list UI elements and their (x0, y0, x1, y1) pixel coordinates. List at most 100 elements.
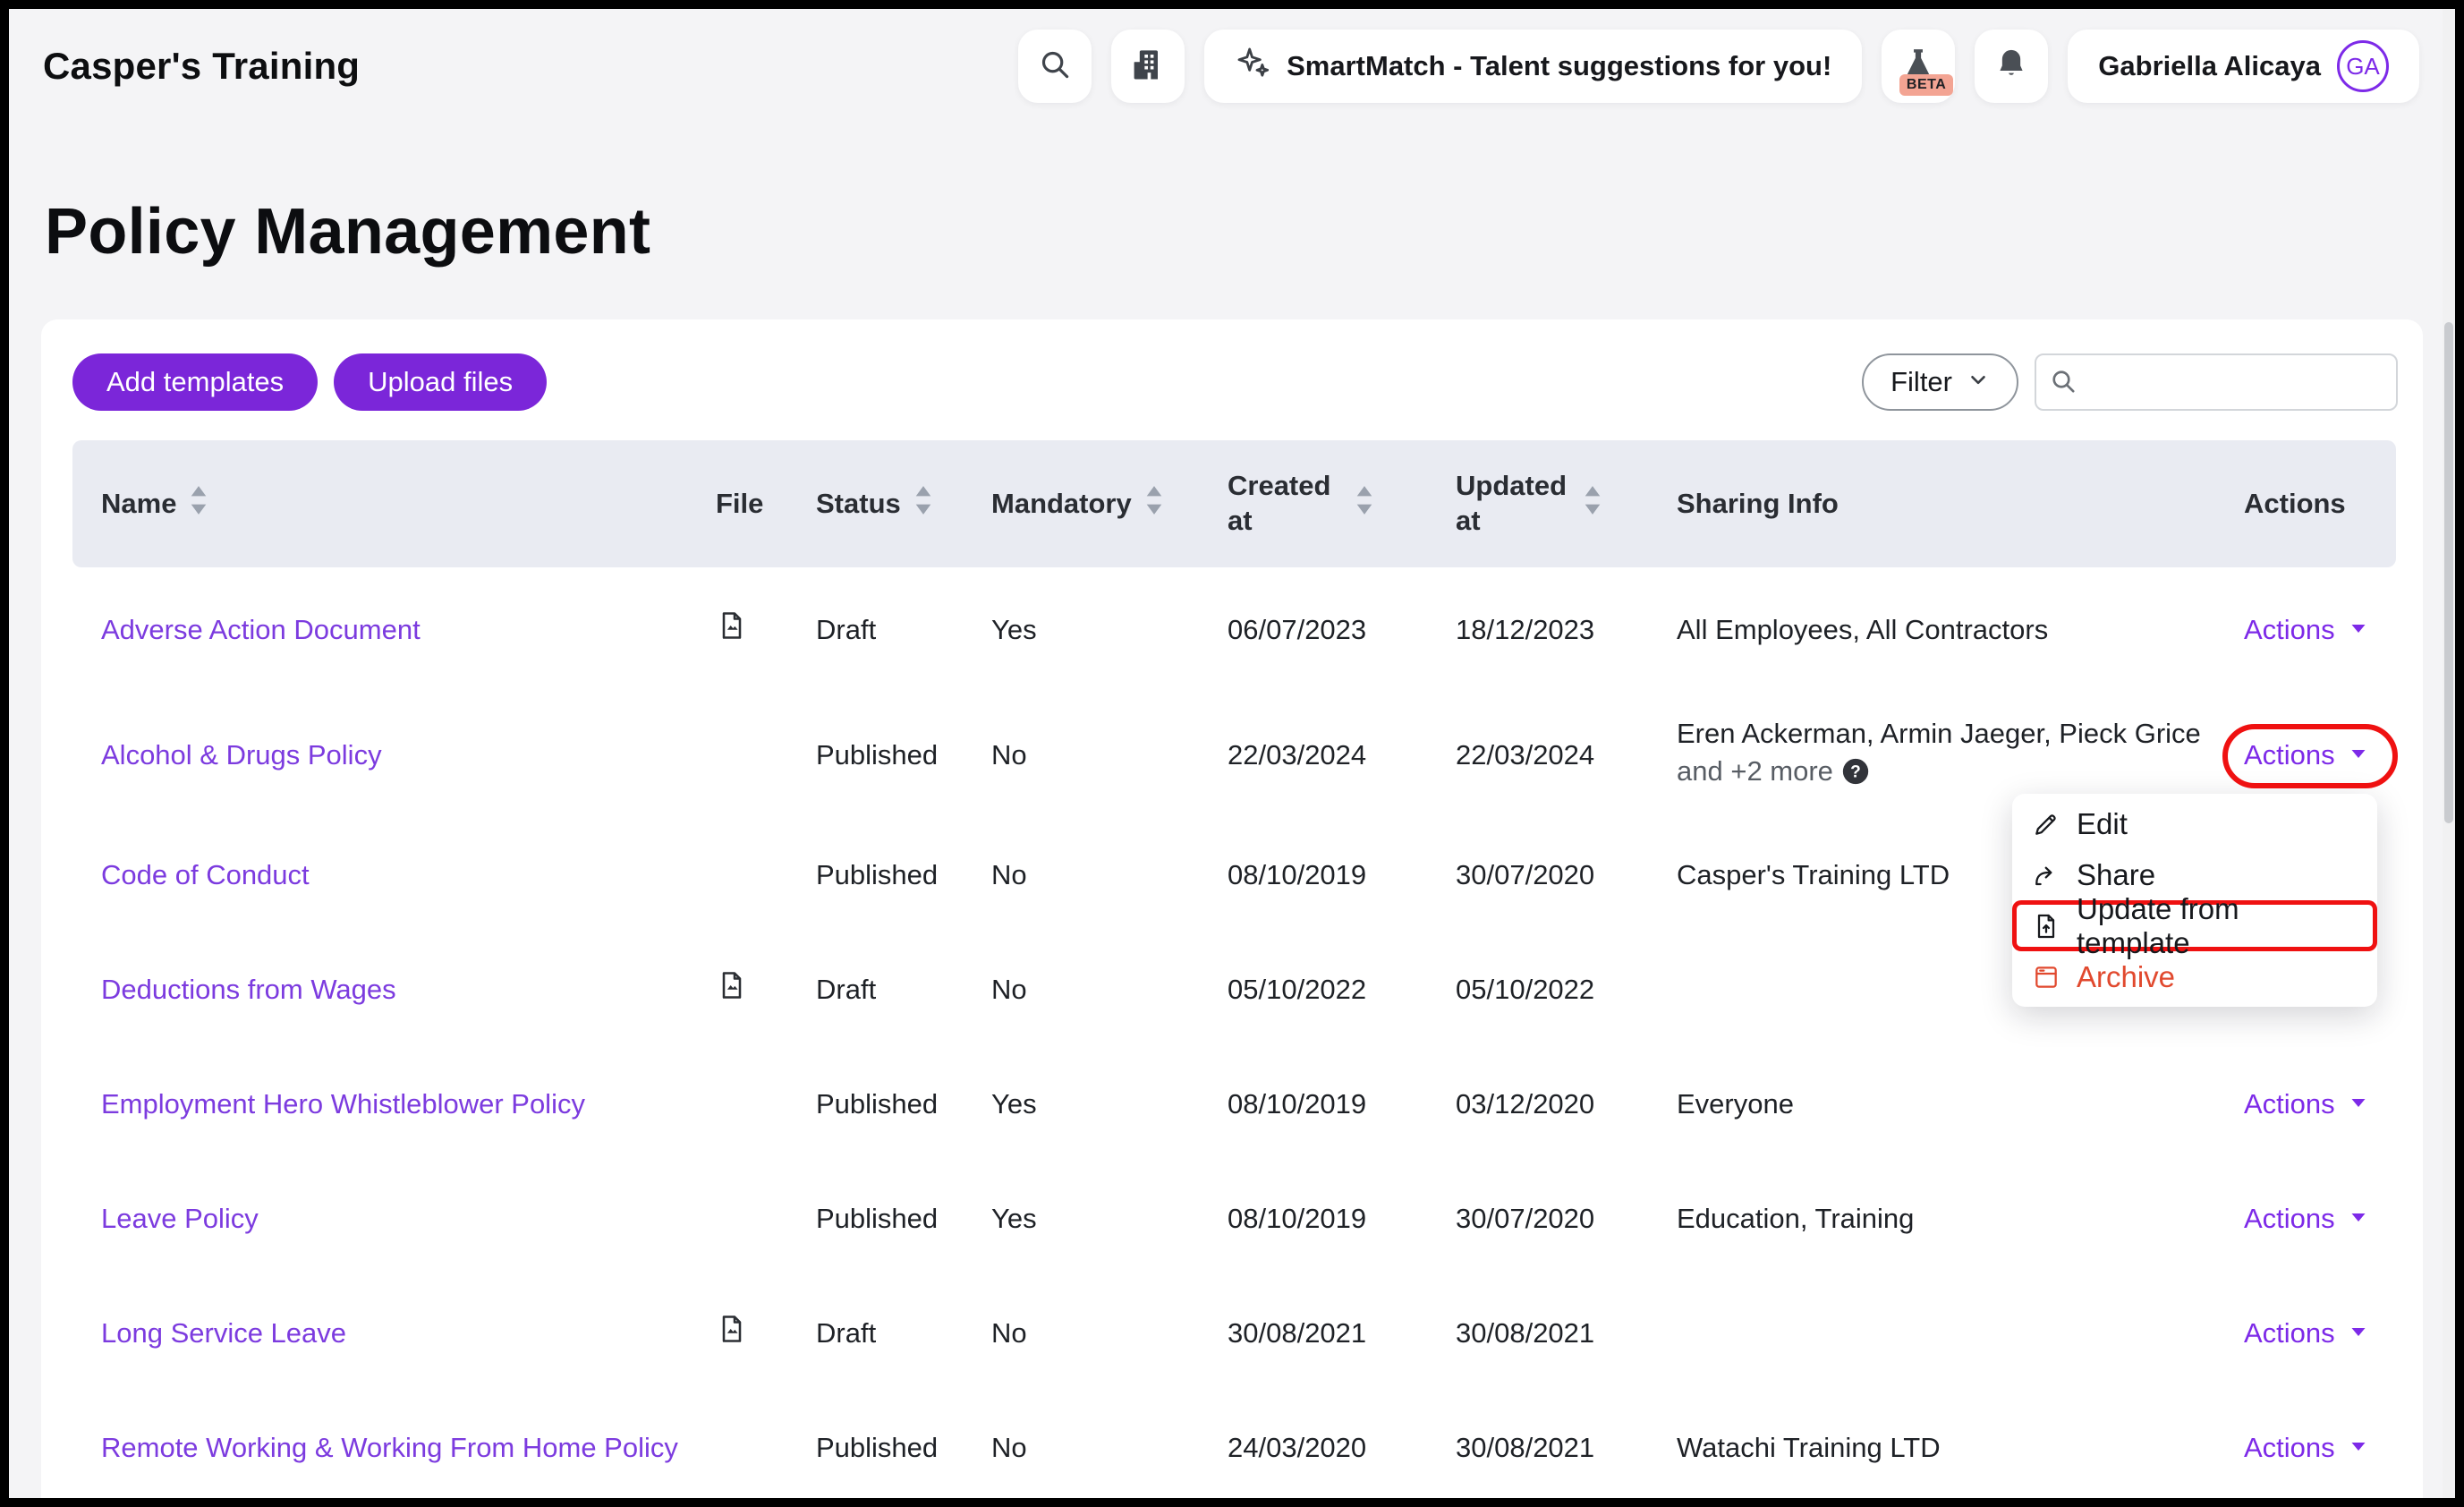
row-actions-button[interactable]: Actions (2244, 1086, 2369, 1123)
policy-name-link[interactable]: Remote Working & Working From Home Polic… (101, 1432, 678, 1464)
sort-icon[interactable] (1144, 484, 1164, 524)
created-at-cell: 30/08/2021 (1228, 1317, 1367, 1349)
policy-name-link[interactable]: Long Service Leave (101, 1317, 347, 1349)
updated-at-cell: 30/08/2021 (1456, 1432, 1595, 1464)
user-menu[interactable]: Gabriella Alicaya GA (2068, 30, 2419, 103)
column-header-updated-at[interactable]: Updated at (1456, 469, 1677, 539)
menu-item-share[interactable]: Share (2012, 849, 2377, 900)
status-cell: Draft (816, 974, 877, 1006)
scrollbar[interactable] (2443, 9, 2455, 1498)
table-row: Employment Hero Whistleblower Policy Pub… (72, 1047, 2396, 1162)
row-actions-button[interactable]: Actions (2244, 1429, 2369, 1467)
table-header: Name File Status Mandatory Created at Up… (72, 440, 2396, 567)
column-header-name[interactable]: Name (72, 484, 716, 524)
sharing-info-cell: Watachi Training LTD (1677, 1432, 1941, 1464)
file-icon[interactable] (716, 1315, 748, 1351)
search-button[interactable] (1018, 30, 1092, 103)
filter-dropdown[interactable]: Filter (1862, 353, 2018, 411)
policy-name-link[interactable]: Code of Conduct (101, 859, 310, 891)
chevron-down-icon (1967, 366, 1990, 398)
column-header-created-at[interactable]: Created at (1228, 469, 1456, 539)
updated-at-cell: 03/12/2020 (1456, 1088, 1595, 1120)
file-up-icon (2032, 912, 2060, 941)
status-cell: Published (816, 1203, 939, 1235)
created-at-cell: 06/07/2023 (1228, 614, 1367, 646)
menu-item-edit[interactable]: Edit (2012, 798, 2377, 849)
sparkle-icon (1235, 45, 1270, 88)
share-icon (2032, 861, 2060, 890)
column-header-sharing-info: Sharing Info (1677, 488, 1839, 519)
column-header-mandatory[interactable]: Mandatory (991, 484, 1228, 524)
mandatory-cell: Yes (991, 614, 1037, 646)
mandatory-cell: Yes (991, 1088, 1037, 1120)
column-header-status[interactable]: Status (816, 484, 991, 524)
caret-down-icon (2348, 736, 2369, 774)
status-cell: Draft (816, 614, 877, 646)
topbar-actions: SmartMatch - Talent suggestions for you!… (1018, 30, 2419, 103)
file-icon[interactable] (716, 971, 748, 1008)
table-row: Leave Policy Published Yes 08/10/2019 30… (72, 1162, 2396, 1276)
search-icon (1038, 47, 1072, 86)
column-header-file: File (716, 488, 764, 519)
updated-at-cell: 30/08/2021 (1456, 1317, 1595, 1349)
row-actions-button-open[interactable]: Actions (2244, 736, 2369, 774)
svg-text:?: ? (1850, 762, 1861, 781)
created-at-cell: 08/10/2019 (1228, 1088, 1367, 1120)
upload-files-button[interactable]: Upload files (334, 353, 548, 411)
sort-icon[interactable] (1583, 484, 1602, 524)
scrollbar-thumb[interactable] (2444, 322, 2453, 823)
menu-item-update-from-template[interactable]: Update from template (2012, 892, 2377, 959)
sort-icon[interactable] (189, 484, 208, 524)
status-cell: Draft (816, 1317, 877, 1349)
page-title: Policy Management (45, 196, 651, 268)
notifications-button[interactable] (1975, 30, 2049, 103)
policy-name-link[interactable]: Deductions from Wages (101, 974, 396, 1006)
menu-item-archive[interactable]: Archive (2012, 951, 2377, 1002)
smartmatch-label: SmartMatch - Talent suggestions for you! (1287, 50, 1832, 81)
organisation-button[interactable] (1111, 30, 1185, 103)
mandatory-cell: No (991, 859, 1027, 891)
row-actions-button[interactable]: Actions (2244, 611, 2369, 649)
mandatory-cell: No (991, 1432, 1027, 1464)
actions-dropdown-menu: Edit Share Update from template Archive (2012, 794, 2377, 1007)
row-actions-button[interactable]: Actions (2244, 1200, 2369, 1238)
bell-icon (1992, 46, 2030, 88)
add-templates-button[interactable]: Add templates (72, 353, 319, 411)
updated-at-cell: 18/12/2023 (1456, 614, 1595, 646)
table-row: Adverse Action Document Draft Yes 06/07/… (72, 567, 2396, 693)
policy-name-link[interactable]: Adverse Action Document (101, 614, 421, 646)
row-actions-button[interactable]: Actions (2244, 1315, 2369, 1352)
policy-name-link[interactable]: Employment Hero Whistleblower Policy (101, 1088, 585, 1120)
caret-down-icon (2348, 1086, 2369, 1123)
flask-icon (1899, 45, 1938, 89)
updated-at-cell: 30/07/2020 (1456, 859, 1595, 891)
policy-name-link[interactable]: Alcohol & Drugs Policy (101, 739, 382, 771)
sharing-more-label: and +2 more (1677, 754, 1833, 787)
table-row: Alcohol & Drugs Policy Published No 22/0… (72, 693, 2396, 818)
file-icon[interactable] (716, 611, 748, 648)
updated-at-cell: 30/07/2020 (1456, 1203, 1595, 1235)
card-toolbar: Add templates Upload files Filter (72, 353, 2398, 411)
table-body: Adverse Action Document Draft Yes 06/07/… (72, 567, 2396, 1498)
status-cell: Published (816, 859, 939, 891)
caret-down-icon (2348, 1315, 2369, 1352)
created-at-cell: 08/10/2019 (1228, 859, 1367, 891)
caret-down-icon (2348, 1200, 2369, 1238)
table-row: Remote Working & Working From Home Polic… (72, 1391, 2396, 1498)
smartmatch-banner[interactable]: SmartMatch - Talent suggestions for you! (1204, 30, 1863, 103)
sort-icon[interactable] (913, 484, 933, 524)
app-title: Casper's Training (43, 45, 361, 87)
help-icon[interactable]: ? (1840, 756, 1871, 796)
sort-icon[interactable] (1355, 484, 1374, 524)
created-at-cell: 08/10/2019 (1228, 1203, 1367, 1235)
mandatory-cell: No (991, 739, 1027, 771)
search-input[interactable] (2035, 353, 2398, 411)
beta-labs-button[interactable]: BETA (1882, 30, 1956, 103)
top-bar: Casper's Training SmartMatch - Talent su… (43, 29, 2419, 104)
avatar: GA (2337, 40, 2389, 92)
search-icon (2049, 367, 2077, 400)
policy-card: Add templates Upload files Filter Name (41, 319, 2423, 1498)
policy-name-link[interactable]: Leave Policy (101, 1203, 259, 1235)
sharing-info-cell: Everyone (1677, 1088, 1794, 1120)
